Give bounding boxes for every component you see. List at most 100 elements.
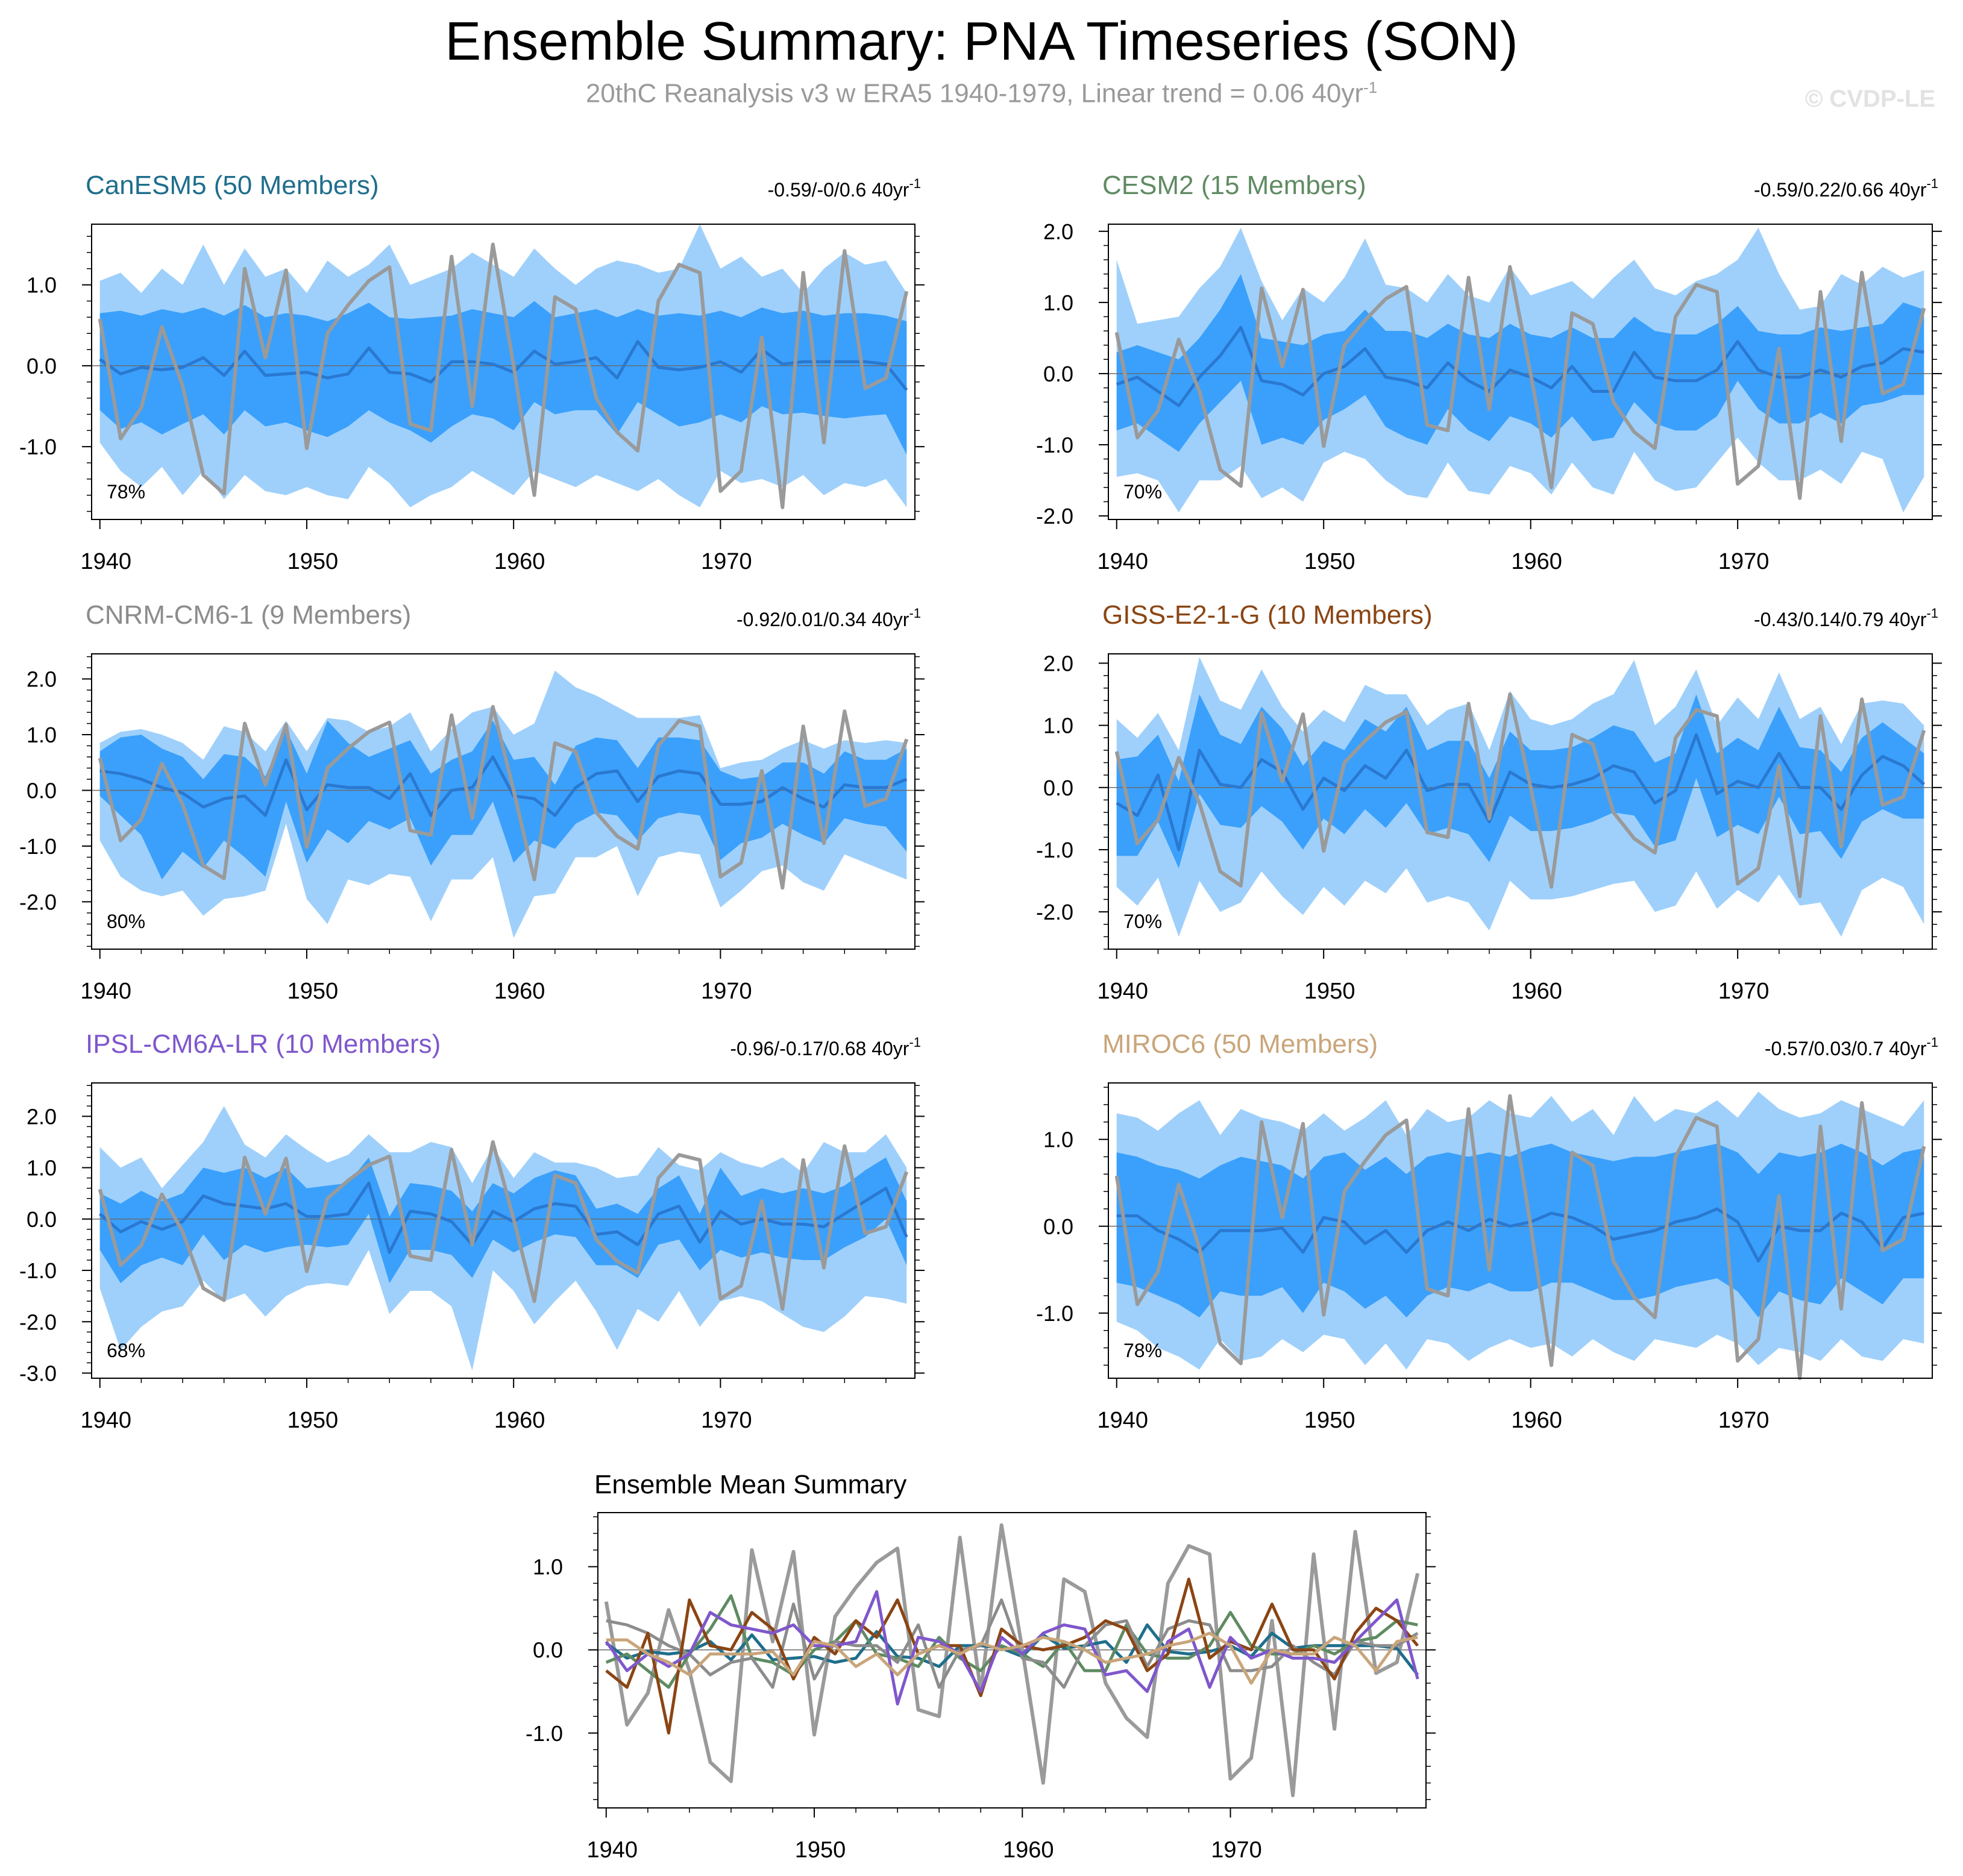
- y-tick-label: -1.0: [19, 834, 57, 859]
- y-tick-label: -1.0: [19, 434, 57, 459]
- trend-label: -0.57/0.03/0.7 40yr-1: [1765, 1035, 1938, 1059]
- y-tick-label: 0.0: [27, 354, 57, 378]
- y-tick-label: -2.0: [1036, 900, 1073, 924]
- x-tick-label: 1940: [1097, 549, 1148, 574]
- plot-frame: [1108, 224, 1933, 520]
- x-tick-label: 1940: [80, 549, 131, 574]
- observed-line: [98, 1140, 909, 1311]
- panel-title: CESM2 (15 Members): [1102, 171, 1366, 200]
- x-tick-label: 1970: [701, 979, 752, 1004]
- x-tick-label: 1950: [287, 549, 339, 574]
- x-tick-label: 1970: [1211, 1837, 1262, 1863]
- y-tick-label: 1.0: [533, 1555, 563, 1580]
- panel-title: CNRM-CM6-1 (9 Members): [86, 600, 411, 630]
- y-tick-label: 2.0: [1043, 651, 1073, 676]
- x-tick-label: 1970: [1718, 979, 1770, 1004]
- x-tick-label: 1950: [795, 1837, 846, 1863]
- trend-label-superscript: -1: [909, 606, 921, 621]
- y-tick-label: 0.0: [533, 1638, 563, 1663]
- plot-frame: [91, 1082, 916, 1379]
- trend-label: -0.92/0.01/0.34 40yr-1: [737, 606, 921, 630]
- y-tick-label: 2.0: [1043, 219, 1073, 244]
- chart-panel-6: 1940 1950 1960 1970 -1.0 0.0 1.0 MIROC6 (50 Mem…: [1036, 1029, 1942, 1433]
- x-tick-label: 1970: [1718, 549, 1770, 574]
- plot-frame: [1108, 1082, 1933, 1379]
- trend-label-superscript: -1: [1926, 1035, 1938, 1050]
- y-tick-label: 1.0: [27, 1156, 57, 1181]
- y-tick-label: 0.0: [27, 779, 57, 803]
- watermark: © CVDP-LE: [1804, 86, 1935, 112]
- y-tick-label: 2.0: [27, 667, 57, 692]
- chart-panel-2: 1940 1950 1960 1970 -2.0 -1.0 0.0 1.0 2.0 CESM2 (…: [1036, 171, 1942, 574]
- x-tick-label: 1960: [1003, 1837, 1054, 1863]
- plot-frame: [1108, 653, 1933, 950]
- plot-frame: [91, 224, 916, 520]
- x-tick-label: 1950: [287, 979, 339, 1004]
- trend-label-text: -0.43/0.14/0.79 40yr: [1754, 609, 1927, 630]
- trend-label-text: -0.96/-0.17/0.68 40yr: [730, 1038, 909, 1059]
- x-tick-label: 1970: [701, 549, 752, 574]
- y-tick-label: -1.0: [526, 1721, 563, 1746]
- subtitle-text: 20thC Reanalysis v3 w ERA5 1940-1979, Li…: [585, 78, 1364, 108]
- y-tick-label: 2.0: [27, 1104, 57, 1129]
- observed-line: [604, 1523, 1420, 1798]
- observed-line: [1114, 1094, 1926, 1380]
- chart-panel-4: 1940 1950 1960 1970 -2.0 -1.0 0.0 1.0 2.0 GISS-E2…: [1036, 600, 1942, 1004]
- ensemble-mean-line: [1116, 325, 1924, 407]
- chart-panel-7: 1940 1950 1960 1970 -1.0 0.0 1.0 Ensemble Mean …: [526, 1470, 1436, 1863]
- y-tick-label: 0.0: [27, 1207, 57, 1232]
- x-tick-label: 1940: [1097, 1408, 1148, 1433]
- trend-label: -0.59/0.22/0.66 40yr-1: [1754, 176, 1938, 201]
- chart-panel-1: 1940 1950 1960 1970 -1.0 0.0 1.0 CanESM5 (50 Me…: [19, 171, 925, 574]
- percent-label: 78%: [1123, 1340, 1162, 1361]
- percent-label: 70%: [1123, 481, 1162, 503]
- observed-line: [98, 242, 909, 509]
- y-tick-label: -2.0: [19, 889, 57, 914]
- y-tick-label: -1.0: [1036, 838, 1073, 862]
- y-tick-label: -1.0: [1036, 1301, 1073, 1326]
- trend-label-superscript: -1: [909, 176, 921, 191]
- series-line-cnrm-cm6-1: [606, 1598, 1419, 1689]
- series-line-miroc6: [606, 1631, 1418, 1685]
- series-line-cesm2: [605, 1594, 1418, 1689]
- y-tick-label: 0.0: [1043, 362, 1073, 386]
- trend-label-text: -0.59/-0/0.6 40yr: [768, 179, 909, 201]
- chart-panel-3: 1940 1950 1960 1970 -2.0 -1.0 0.0 1.0 2.0 CNRM-CM…: [19, 600, 925, 1004]
- series-line-ipsl-cm6a-lr: [605, 1590, 1419, 1705]
- panel-title: MIROC6 (50 Members): [1102, 1029, 1378, 1059]
- panel-title: IPSL-CM6A-LR (10 Members): [86, 1029, 441, 1059]
- y-tick-label: 0.0: [1043, 1214, 1073, 1239]
- trend-label-text: -0.59/0.22/0.66 40yr: [1754, 179, 1927, 201]
- y-tick-label: 1.0: [1043, 1128, 1073, 1152]
- panel-title: CanESM5 (50 Members): [86, 171, 379, 200]
- x-tick-label: 1960: [494, 549, 545, 574]
- x-tick-label: 1960: [494, 979, 545, 1004]
- x-tick-label: 1950: [287, 1408, 339, 1433]
- x-tick-label: 1960: [494, 1408, 545, 1433]
- percent-label: 68%: [107, 1340, 145, 1361]
- trend-label: -0.96/-0.17/0.68 40yr-1: [730, 1035, 921, 1059]
- trend-label-text: -0.92/0.01/0.34 40yr: [737, 609, 909, 630]
- x-tick-label: 1940: [80, 979, 131, 1004]
- trend-label: -0.59/-0/0.6 40yr-1: [768, 176, 921, 201]
- y-tick-label: 1.0: [1043, 290, 1073, 315]
- x-tick-label: 1970: [1718, 1408, 1770, 1433]
- percent-label: 78%: [107, 481, 145, 503]
- series-line-giss-e2-1-g: [605, 1577, 1419, 1735]
- percent-label: 80%: [107, 911, 145, 932]
- x-tick-label: 1940: [1097, 979, 1148, 1004]
- percent-label: 70%: [1123, 911, 1162, 932]
- ensemble-mean-line: [1116, 733, 1925, 852]
- subtitle-superscript: -1: [1363, 78, 1378, 96]
- chart-panel-5: 1940 1950 1960 1970 -3.0 -2.0 -1.0 0.0 1.0 2.0 IPS…: [19, 1029, 925, 1433]
- y-tick-label: -3.0: [19, 1361, 57, 1385]
- trend-label-superscript: -1: [909, 1035, 921, 1050]
- ensemble-mean-line: [99, 1181, 908, 1254]
- observed-line: [1114, 265, 1926, 500]
- x-tick-label: 1950: [1304, 549, 1355, 574]
- inner-spread-band: [99, 1157, 907, 1284]
- y-tick-label: -2.0: [1036, 504, 1073, 529]
- x-tick-label: 1950: [1304, 1408, 1355, 1433]
- trend-label-superscript: -1: [1926, 606, 1938, 621]
- y-tick-label: 1.0: [27, 273, 57, 298]
